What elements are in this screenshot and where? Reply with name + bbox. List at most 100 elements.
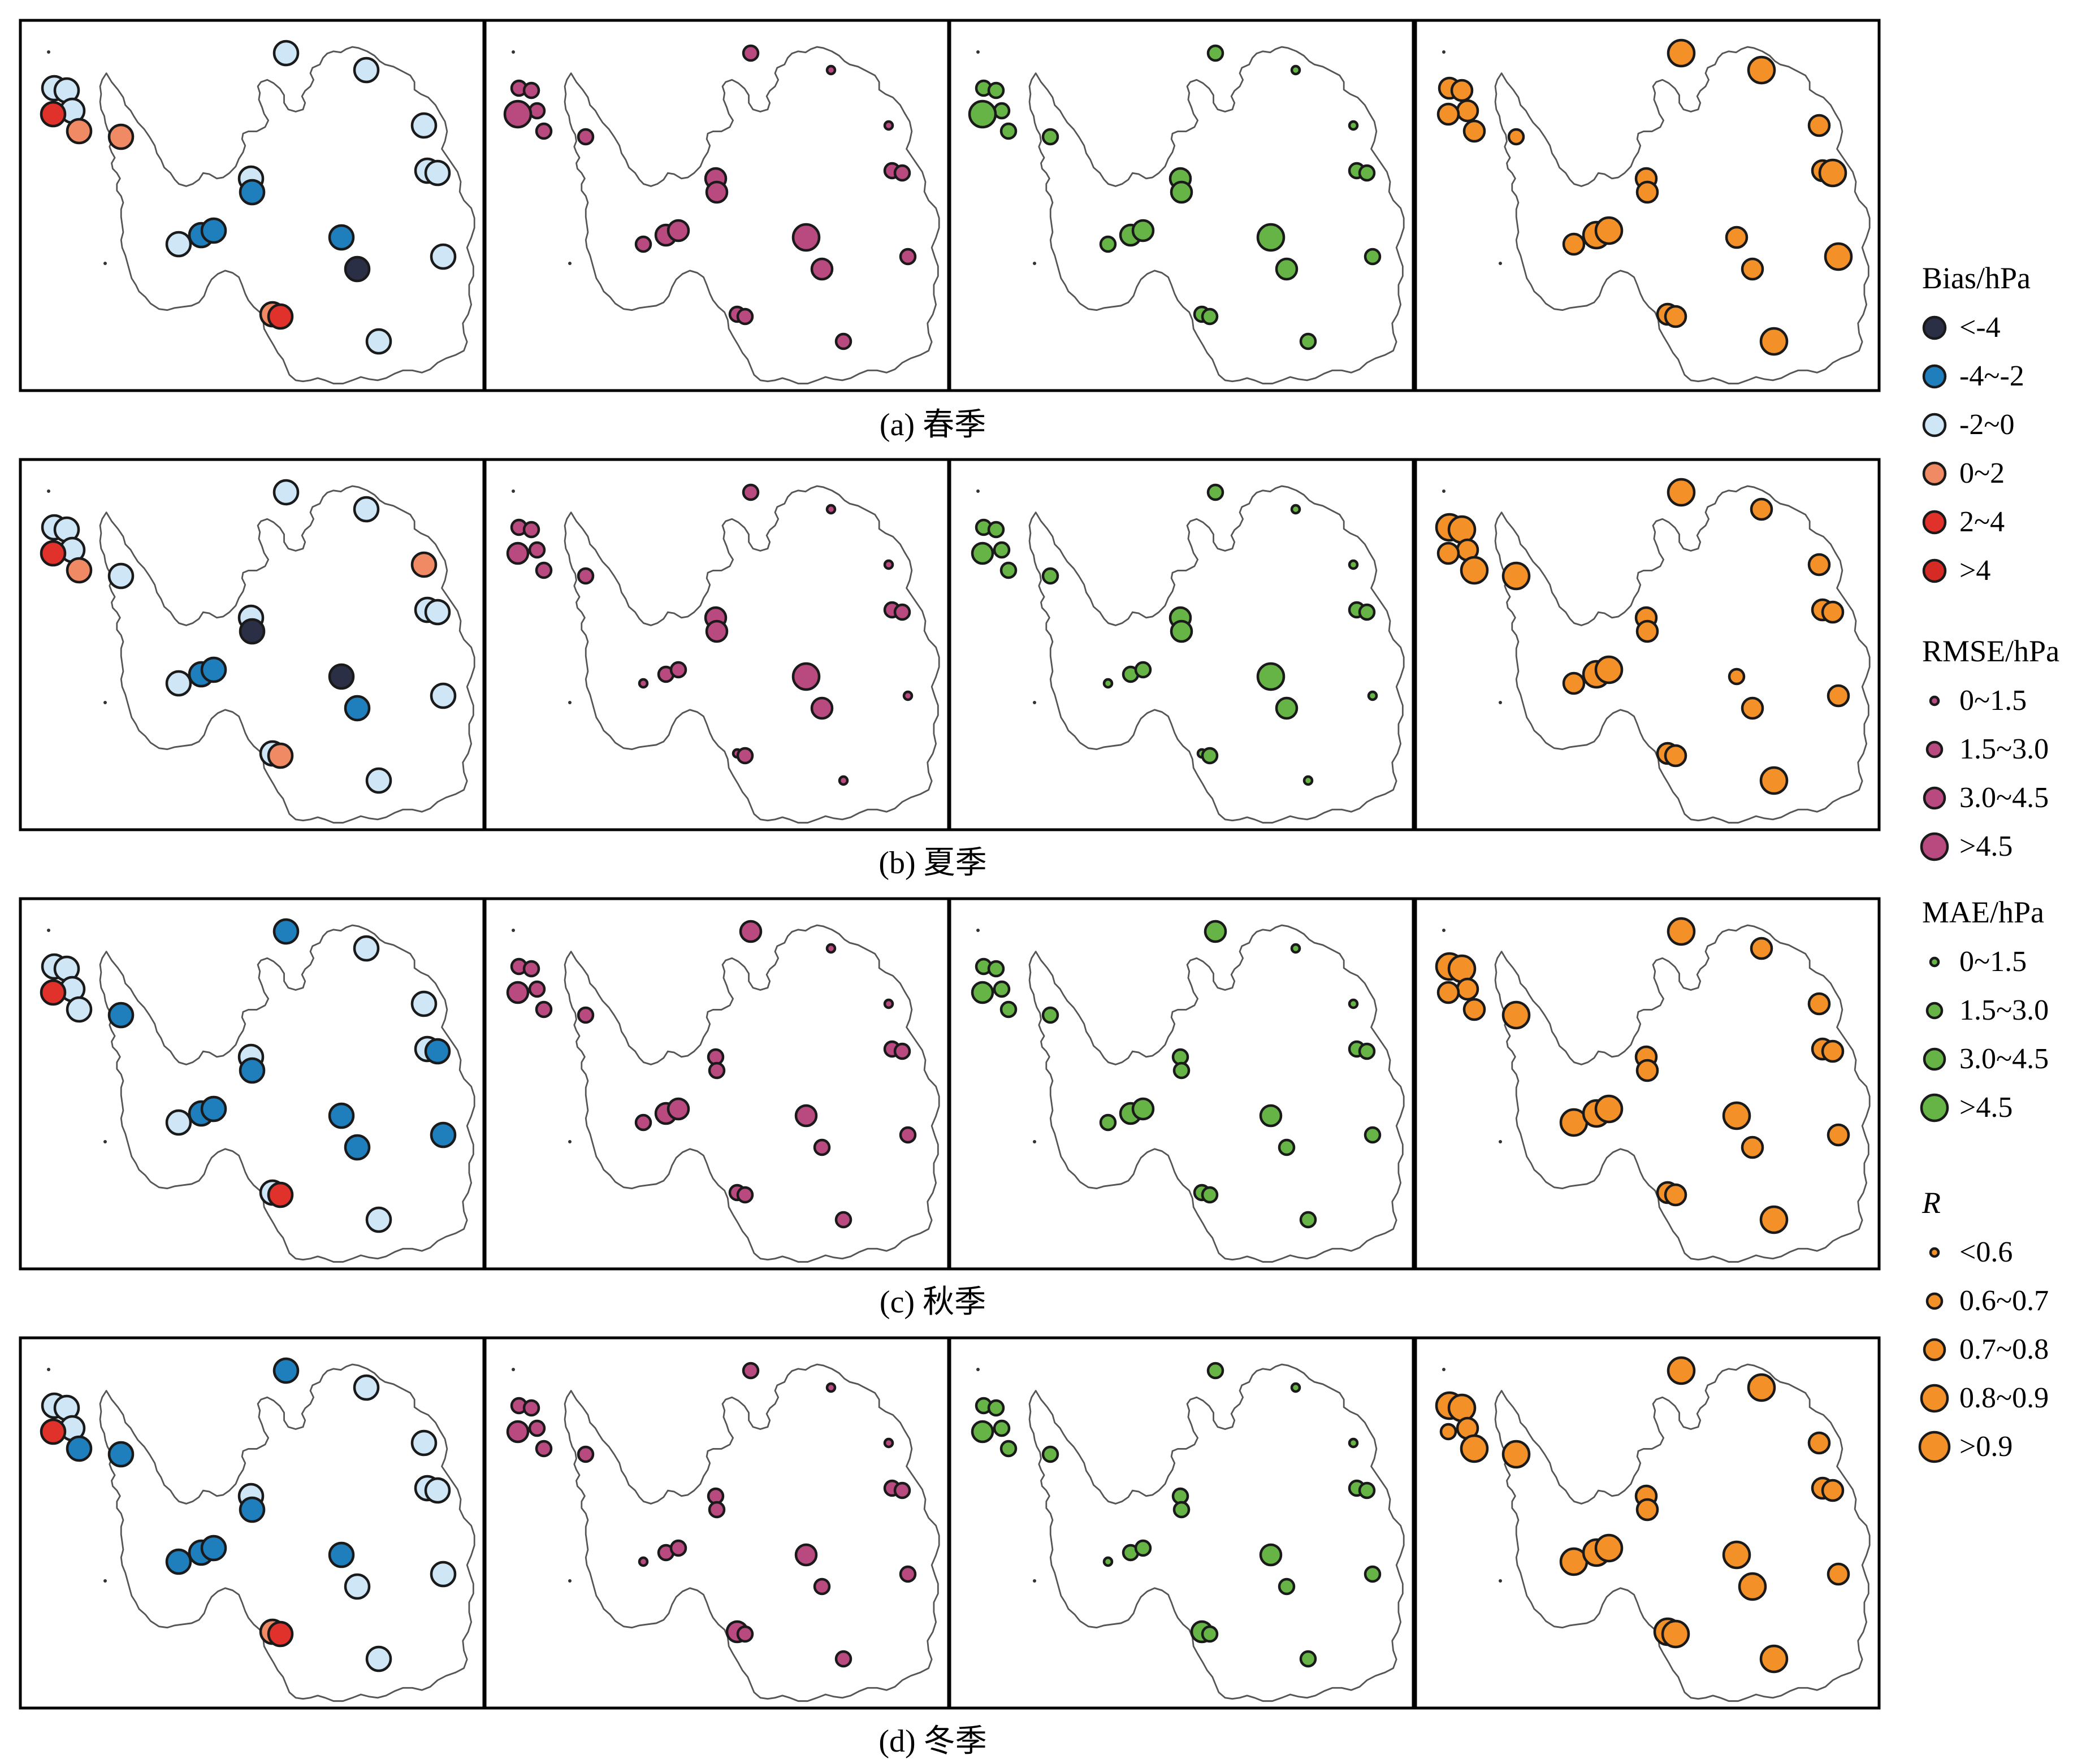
station-marker [66,996,93,1023]
station-marker [200,656,227,683]
legend-label: 0.7~0.8 [1959,1333,2049,1366]
station-marker [1206,44,1224,62]
station-marker [528,541,546,559]
station-marker [165,670,192,697]
station-marker [1278,1138,1296,1156]
island-mark [1499,701,1502,704]
station-marker [424,1038,451,1065]
map-panel-mae-3 [948,1336,1415,1710]
station-marker [1750,937,1773,960]
station-marker [1722,1540,1751,1570]
island-mark [1499,262,1502,265]
station-marker [410,551,438,578]
legend-swatch [1925,1002,1944,1020]
station-marker [365,328,392,355]
row-caption: (a) 春季 [880,408,986,443]
station-marker [410,1429,438,1457]
station-marker [1206,483,1224,501]
station-marker [107,1441,135,1468]
station-marker [353,496,380,523]
station-marker [1462,998,1486,1021]
map-panel-bias-3 [19,1336,486,1710]
station-marker [239,618,266,645]
station-marker [267,303,294,330]
station-marker [1807,992,1831,1016]
station-marker [424,1477,451,1504]
station-marker [66,118,93,145]
station-marker [344,1134,371,1161]
island-mark [1033,1579,1036,1583]
station-marker [1562,671,1586,695]
station-marker [1290,943,1301,954]
station-marker [1290,504,1301,515]
station-marker [506,541,530,565]
station-marker [239,1057,266,1084]
station-marker [200,1535,227,1562]
station-marker [999,1000,1018,1018]
map-panel-bias-0 [19,19,486,392]
legend-swatch [1929,695,1940,707]
station-marker [742,44,760,62]
station-marker [1594,1094,1624,1124]
station-marker [1664,744,1687,768]
station-marker [1201,747,1219,765]
station-marker [1594,655,1624,684]
station-marker [1635,1498,1659,1522]
station-marker [66,557,93,584]
legend-swatch [1922,315,1947,340]
station-marker [669,661,687,679]
station-marker [272,40,300,67]
station-marker [1594,216,1624,245]
station-marker [522,521,540,539]
station-marker [165,231,192,258]
station-marker [165,1109,192,1136]
station-marker [1201,1625,1219,1643]
station-marker [899,1565,917,1583]
station-marker [1364,248,1382,266]
legend-label: -4~-2 [1959,360,2024,392]
station-marker [1172,1501,1191,1519]
station-marker [1206,1362,1224,1380]
station-marker [344,1573,371,1600]
station-marker [1099,235,1117,253]
station-marker [430,243,457,270]
station-marker [522,960,540,978]
station-marker [1439,1423,1457,1441]
map-panel-r-3 [1414,1336,1881,1710]
station-marker [705,180,729,204]
station-marker [1807,553,1831,577]
panel-frame [1414,458,1881,831]
map-panel-r-0 [1414,19,1881,392]
station-marker [834,1211,852,1229]
station-marker [200,217,227,244]
legend-label: 0~1.5 [1959,946,2027,978]
station-marker [825,1382,837,1393]
island-mark [976,50,980,54]
station-marker [365,767,392,794]
map-panel-rmse-1 [483,458,950,831]
station-marker [1759,1205,1789,1234]
station-marker [634,1113,652,1132]
island-mark [568,262,572,265]
station-marker [1507,128,1525,146]
panel-frame [948,1336,1415,1710]
station-marker [503,99,533,129]
station-marker [267,742,294,769]
legend-title: RMSE/hPa [1922,634,2059,668]
station-marker [1278,1577,1296,1596]
station-marker [1348,1437,1359,1449]
island-mark [1499,1579,1502,1583]
station-marker [1201,1186,1219,1204]
island-mark [103,701,107,704]
map-panel-mae-1 [948,458,1415,831]
station-marker [410,990,438,1017]
legend-label: >4.5 [1959,830,2013,863]
station-marker [1667,478,1696,507]
station-marker [1635,1059,1659,1082]
station-marker [1041,1006,1059,1024]
station-marker [899,1126,917,1144]
station-marker [987,521,1005,539]
island-mark [512,50,515,54]
station-marker [1131,219,1155,242]
station-marker [272,918,300,945]
